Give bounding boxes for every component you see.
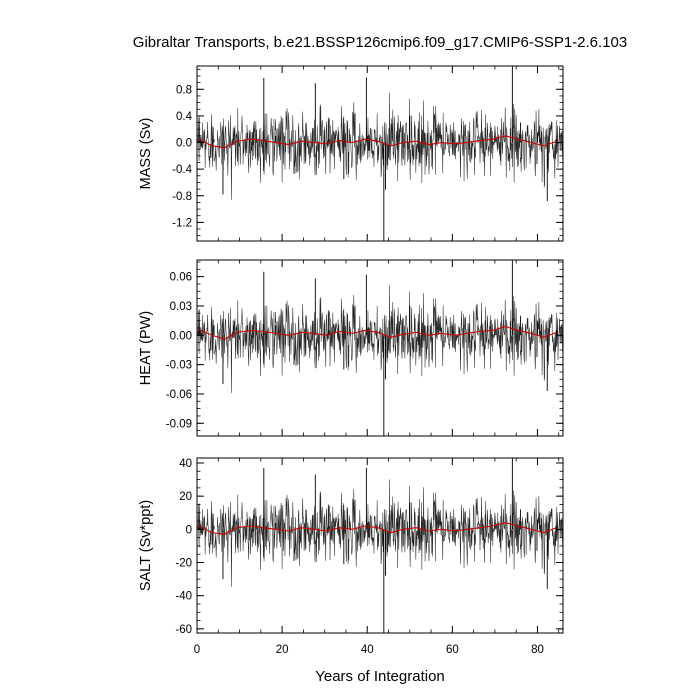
x-axis-label: Years of Integration [315, 668, 445, 685]
ytick-label-heat-2: 0.00 [170, 330, 192, 342]
xtick-label-4: 80 [531, 644, 544, 656]
plot-area-mass [197, 66, 563, 241]
ytick-label-heat-4: -0.06 [166, 389, 192, 401]
ytick-label-salt-5: -60 [175, 624, 192, 636]
xtick-label-1: 20 [276, 644, 289, 656]
ytick-label-salt-1: 20 [179, 491, 192, 503]
ytick-label-salt-4: -40 [175, 591, 192, 603]
ytick-label-heat-1: 0.03 [170, 301, 192, 313]
ytick-label-heat-0: 0.06 [170, 272, 192, 284]
series-monthly-salt [197, 479, 563, 587]
plot-area-heat [197, 260, 563, 436]
y-axis-label-salt: SALT (Sv*ppt) [138, 500, 154, 591]
ytick-label-salt-0: 40 [179, 458, 192, 470]
ytick-label-mass-3: -0.4 [172, 164, 192, 176]
ytick-label-mass-0: 0.8 [176, 84, 192, 96]
ytick-label-heat-3: -0.03 [166, 360, 192, 372]
series-annual-mean-mass [198, 135, 557, 149]
ytick-label-salt-3: -20 [175, 558, 192, 570]
plot-frame-mass [196, 65, 564, 242]
y-axis-label-heat: HEAT (PW) [138, 311, 154, 385]
series-monthly-heat [197, 285, 563, 394]
ytick-label-mass-4: -0.8 [172, 191, 192, 203]
y-axis-label-mass: MASS (Sv) [138, 118, 154, 190]
ytick-label-mass-2: 0.0 [176, 138, 192, 150]
ytick-label-mass-5: -1.2 [172, 217, 192, 229]
series-monthly-mass [197, 92, 563, 200]
plot-area-salt [197, 458, 563, 633]
xtick-label-2: 40 [361, 644, 374, 656]
plot-frame-salt [196, 457, 564, 634]
series-annual-mean-salt [198, 522, 557, 535]
series-annual-mean-heat [198, 325, 557, 340]
panel-heat: 0.06 0.03 0.00 -0.03 -0.06 -0.09 HEAT (PW) [138, 259, 564, 437]
ytick-label-mass-1: 0.4 [176, 111, 193, 123]
ytick-label-salt-2: 0 [186, 524, 192, 536]
xtick-label-3: 60 [446, 644, 459, 656]
xtick-label-0: 0 [194, 644, 200, 656]
ytick-label-heat-5: -0.09 [166, 418, 192, 430]
chart-title: Gibraltar Transports, b.e21.BSSP126cmip6… [133, 34, 627, 51]
panel-mass: 0.8 0.4 0.0 -0.4 -0.8 -1.2 MASS (Sv) [138, 65, 564, 242]
plot-frame-heat [196, 259, 564, 437]
